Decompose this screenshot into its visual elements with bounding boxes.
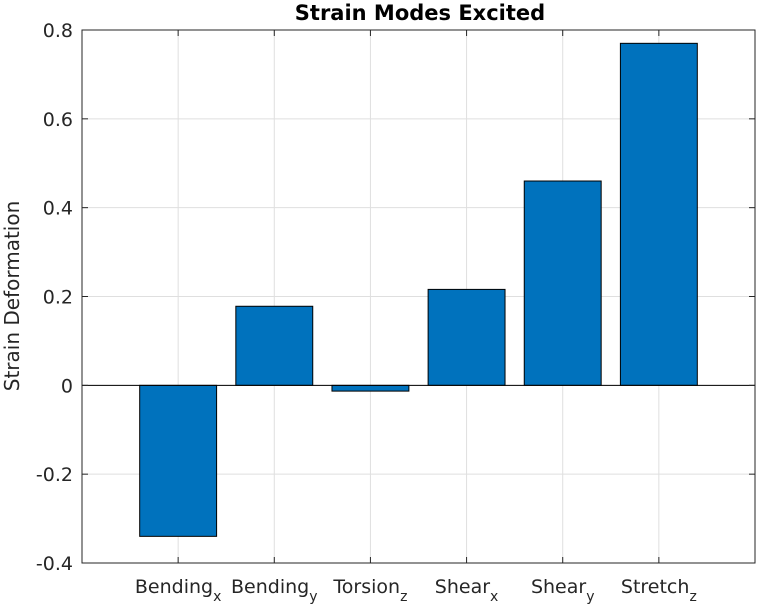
x-tick-label: Stretchz bbox=[621, 576, 697, 605]
y-tick-label: 0.8 bbox=[43, 20, 73, 42]
bar-bending-y bbox=[235, 305, 314, 386]
y-tick-label: 0.6 bbox=[43, 109, 73, 131]
y-tick-label: -0.4 bbox=[36, 553, 73, 575]
bar-torsion-z bbox=[331, 384, 410, 392]
bar-stretch-z bbox=[619, 42, 698, 386]
plot-area: -0.4 -0.2 0 0.2 0.4 0.6 0.8 Bendingx Bendingy Tor… bbox=[36, 20, 756, 605]
x-tick-label: Shearx bbox=[435, 576, 499, 605]
y-tick-label: 0.4 bbox=[43, 198, 73, 220]
bar-bending-x bbox=[139, 384, 218, 537]
x-tick-label: Bendingx bbox=[135, 576, 222, 605]
x-tick-label: Bendingy bbox=[231, 576, 318, 605]
bar-shear-x bbox=[427, 288, 506, 386]
y-tick-label: 0 bbox=[61, 375, 73, 397]
y-tick-label: 0.2 bbox=[43, 287, 73, 309]
x-tick-label: Torsionz bbox=[332, 576, 407, 605]
y-axis-label: Strain Deformation bbox=[0, 201, 24, 392]
x-tick-label: Sheary bbox=[531, 576, 595, 605]
bar-shear-y bbox=[523, 180, 602, 386]
chart-title: Strain Modes Excited bbox=[295, 1, 545, 25]
y-tick-label: -0.2 bbox=[36, 464, 73, 486]
